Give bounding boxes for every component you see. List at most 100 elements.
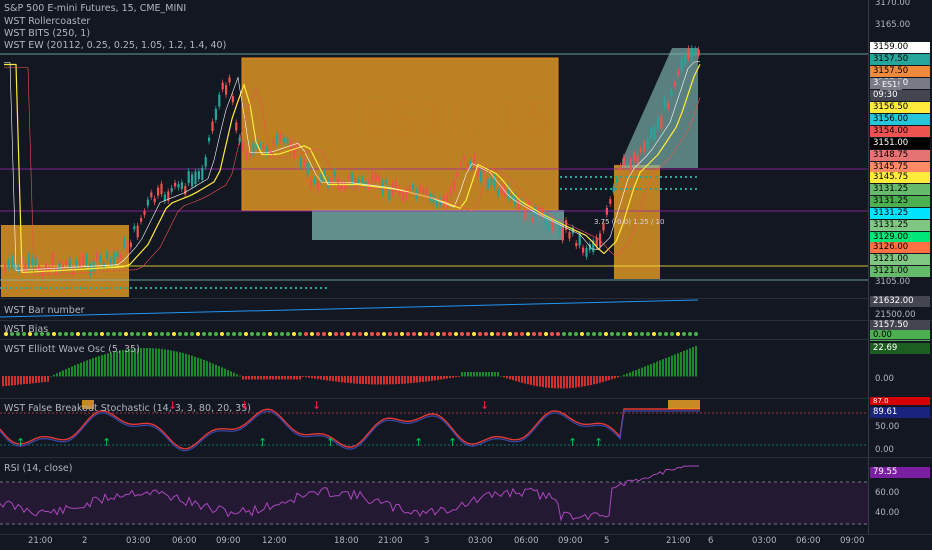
elliott-bar — [476, 372, 478, 377]
bias-dot — [316, 332, 320, 336]
elliott-bar — [473, 372, 475, 377]
rsi-tick: 60.00 — [875, 488, 900, 498]
price-tag: 3129.00 — [870, 232, 930, 243]
indicator-rollercoaster[interactable]: WST Rollercoaster — [4, 16, 91, 27]
rsi-title[interactable]: RSI (14, close) — [4, 463, 73, 474]
range-box — [614, 165, 660, 279]
candle — [197, 171, 200, 180]
elliott-bar — [380, 376, 382, 385]
time-tick: 06:00 — [172, 536, 197, 546]
stoch-title[interactable]: WST False Breakout Stochastic (14, 3, 3,… — [4, 403, 251, 414]
elliott-bar — [452, 376, 454, 378]
range-box — [241, 57, 559, 211]
price-scale[interactable]: 3170.00 3165.00 3105.00 3159.00 3157.50 31… — [868, 0, 932, 298]
bias-title[interactable]: WST Bias — [4, 324, 49, 335]
bias-pane[interactable]: WST Bias 3157.50 0.00 — [0, 320, 932, 341]
time-tick: 03:00 — [468, 536, 493, 546]
elliott-bar — [434, 376, 436, 381]
bias-dot — [52, 332, 56, 336]
stoch-pane[interactable]: WST False Breakout Stochastic (14, 3, 3,… — [0, 397, 932, 457]
bias-dot — [76, 332, 80, 336]
time-tick: 03:00 — [752, 536, 777, 546]
time-axis[interactable]: 21:00 2 03:00 06:00 09:00 12:00 18:00 21:00 3 03:… — [0, 535, 932, 550]
moving-average — [4, 63, 701, 274]
bar-number-pane[interactable]: WST Bar number 21632.00 21500.00 — [0, 296, 932, 320]
elliott-bar — [458, 376, 460, 377]
bias-dot — [268, 332, 272, 336]
candle — [34, 258, 37, 266]
price-plot[interactable]: ES1!, 15 S&P 500 E-mini Futures, 15, CME… — [0, 0, 868, 298]
candle — [541, 208, 544, 217]
elliott-bar — [125, 349, 127, 377]
elliott-bar — [356, 376, 358, 384]
elliott-bar — [563, 376, 565, 389]
elliott-title[interactable]: WST Elliott Wave Osc (5, 35) — [4, 344, 140, 355]
price-tag: 09:30 — [870, 90, 930, 101]
rsi-pane[interactable]: RSI (14, close) 79.55 60.00 40.00 — [0, 458, 932, 534]
bias-dot — [10, 332, 14, 336]
candle — [493, 176, 496, 188]
bias-dot — [238, 332, 242, 336]
candle — [99, 255, 102, 263]
chart-title[interactable]: S&P 500 E-mini Futures, 15, CME_MINI — [4, 3, 187, 14]
range-box — [312, 210, 564, 240]
rsi-line — [0, 465, 868, 525]
candle — [561, 228, 564, 241]
price-tag: 3157.50 — [870, 54, 930, 65]
elliott-bar — [686, 349, 688, 377]
elliott-bar — [626, 373, 628, 377]
candle — [446, 195, 449, 208]
elliott-pane[interactable]: WST Elliott Wave Osc (5, 35) 22.69 0.00 — [0, 340, 932, 398]
arrow-up-icon: ↑ — [568, 436, 578, 449]
elliott-bar — [656, 361, 658, 377]
elliott-bar — [296, 376, 298, 380]
candle — [537, 208, 540, 214]
bias-dot — [106, 332, 110, 336]
candle — [418, 185, 421, 193]
elliott-bar — [77, 363, 79, 377]
candle — [228, 77, 231, 83]
candle — [605, 207, 608, 215]
candle — [357, 179, 360, 184]
candle — [191, 174, 194, 187]
price-tick: 3165.00 — [875, 20, 911, 30]
candle — [554, 216, 557, 223]
elliott-bar — [536, 376, 538, 387]
bias-dot — [556, 332, 560, 336]
price-chart-canvas[interactable] — [0, 0, 868, 298]
elliott-bar — [191, 355, 193, 377]
bias-dot — [658, 332, 662, 336]
elliott-bar — [215, 364, 217, 377]
rsi-band — [0, 482, 868, 524]
bias-dot — [64, 332, 68, 336]
elliott-bar — [608, 376, 610, 381]
indicator-bits[interactable]: WST BITS (250, 1) — [4, 28, 91, 39]
candle — [204, 157, 207, 167]
elliott-bar — [677, 353, 679, 377]
elliott-bar — [260, 376, 262, 380]
elliott-bar — [431, 376, 433, 381]
bias-dot — [346, 332, 350, 336]
bias-dot — [352, 332, 356, 336]
bar-number-title[interactable]: WST Bar number — [4, 305, 85, 316]
bias-dot — [568, 332, 572, 336]
elliott-bar — [245, 376, 247, 380]
candle — [459, 162, 462, 167]
candle — [180, 182, 183, 190]
elliott-bar — [179, 352, 181, 377]
bias-dot — [622, 332, 626, 336]
price-pane[interactable]: ES1!, 15 S&P 500 E-mini Futures, 15, CME… — [0, 0, 932, 298]
elliott-bar — [578, 376, 580, 388]
elliott-bar — [110, 352, 112, 377]
elliott-bar — [164, 349, 166, 377]
bias-dot — [592, 332, 596, 336]
indicator-ew[interactable]: WST EW (20112, 0.25, 0.25, 1.05, 1.2, 1.… — [4, 40, 227, 51]
bias-dot — [262, 332, 266, 336]
elliott-bar — [20, 376, 22, 385]
elliott-bar — [236, 374, 238, 377]
elliott-bar — [251, 376, 253, 380]
elliott-bar — [284, 376, 286, 380]
candle — [126, 240, 129, 253]
bias-dot — [526, 332, 530, 336]
elliott-bar — [119, 350, 121, 377]
